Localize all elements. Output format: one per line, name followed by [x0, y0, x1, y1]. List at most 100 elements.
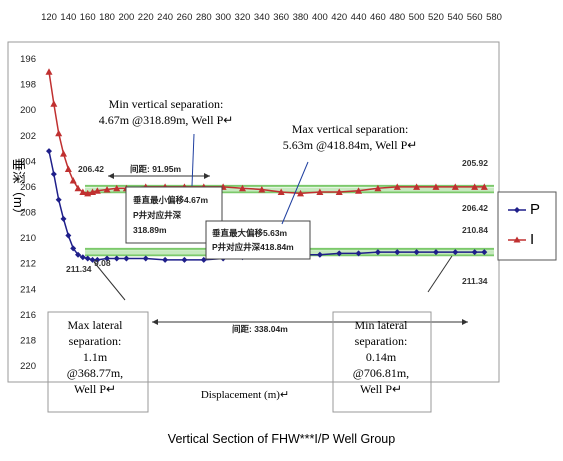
data-point-p — [104, 255, 111, 262]
data-point-p — [200, 256, 207, 263]
x-tick-label: 560 — [467, 12, 483, 23]
legend-frame — [497, 191, 557, 261]
y-tick-label: 198 — [20, 80, 36, 91]
x-tick-label: 420 — [331, 12, 347, 23]
data-point-p — [181, 256, 188, 263]
data-point-p — [50, 171, 57, 178]
dimension-label-top: 间距: 91.95m — [130, 164, 181, 174]
x-tick-label: 340 — [254, 12, 270, 23]
data-point-i — [55, 129, 63, 137]
x-tick-label: 260 — [177, 12, 193, 23]
y-tick-label: 200 — [20, 105, 36, 116]
data-point-i — [74, 184, 82, 192]
y-tick-labels: 196 198 200 202 204 206 208 210 212 214 216 218 220 — [20, 54, 36, 372]
x-tick-label: 320 — [235, 12, 251, 23]
data-point-i — [45, 68, 53, 75]
data-label: 206.42 — [78, 164, 104, 174]
callout-frame-left — [47, 311, 149, 413]
y-tick-label: 208 — [20, 208, 36, 219]
data-point-i — [64, 165, 72, 173]
y-tick-label: 210 — [20, 233, 36, 244]
data-label: 206.42 — [462, 203, 488, 213]
arrowhead — [108, 173, 114, 179]
data-point-p — [481, 249, 488, 256]
data-point-p — [316, 251, 323, 258]
y-axis-label: 垂深（m） — [11, 158, 26, 221]
data-point-p — [55, 196, 62, 203]
y-tick-label: 212 — [20, 259, 36, 270]
data-point-i — [93, 187, 101, 194]
y-tick-label: 218 — [20, 335, 36, 346]
y-tick-label: 214 — [20, 284, 36, 295]
data-point-i — [355, 187, 363, 194]
y-tick-label: 204 — [20, 156, 36, 167]
x-tick-labels: 120 140 160 180 200 220 240 260 280 300 320 340 360 3… — [41, 12, 502, 23]
x-tick-label: 460 — [370, 12, 386, 23]
data-point-p — [94, 256, 101, 263]
dimension-label-bottom: 间距: 338.04m — [232, 324, 288, 334]
data-point-p — [452, 249, 459, 256]
x-tick-label: 160 — [80, 12, 96, 23]
x-tick-label: 240 — [157, 12, 173, 23]
x-tick-label: 280 — [196, 12, 212, 23]
data-point-p — [84, 255, 91, 262]
callout-max-lateral: Max lateral separation: 1.1m @368.77m, W… — [66, 318, 124, 396]
data-point-i — [103, 185, 111, 193]
annotations: 205.92206.42206.42210.84211.34211.349.08… — [47, 133, 488, 413]
data-point-p — [413, 249, 420, 256]
arrowhead — [204, 173, 210, 179]
y-tick-label: 196 — [20, 54, 36, 65]
data-label: 210.84 — [462, 225, 488, 235]
callout-max-vertical: Max vertical separation: 5.63m @418.84m,… — [282, 122, 418, 152]
callout-pointer — [281, 161, 309, 225]
x-tick-label: 580 — [486, 12, 502, 23]
data-point-p — [374, 249, 381, 256]
legend-marker-i — [513, 236, 521, 243]
callout-pointer — [427, 255, 453, 293]
x-tick-label: 480 — [389, 12, 405, 23]
data-point-p — [336, 250, 343, 257]
data-point-i — [316, 188, 324, 196]
arrowhead — [152, 319, 158, 325]
annotation-box-text: P井对应井深418.84m — [212, 242, 294, 252]
data-point-i — [238, 184, 246, 192]
data-point-p — [162, 256, 169, 263]
data-point-i — [297, 189, 305, 197]
y-tick-label: 216 — [20, 310, 36, 321]
data-point-i — [79, 188, 87, 196]
callout-pointer — [93, 261, 126, 301]
legend-box — [497, 191, 557, 261]
x-tick-label: 500 — [409, 12, 425, 23]
data-label: 211.34 — [462, 276, 488, 286]
x-tick-label: 200 — [118, 12, 134, 23]
y-tick-label: 202 — [20, 131, 36, 142]
callout-frame-right — [332, 311, 432, 413]
callout-min-vertical: Min vertical separation: 4.67m @318.89m,… — [98, 97, 234, 127]
legend-label-i: I — [530, 231, 535, 248]
annotation-box-text: 垂直最小偏移4.67m — [133, 195, 209, 205]
data-point-p — [60, 215, 67, 222]
callout-min-lateral: Min lateral separation: 0.14m @706.81m, … — [352, 318, 410, 396]
data-label: 211.34 — [66, 264, 92, 274]
data-point-i — [393, 183, 401, 190]
data-point-p — [75, 251, 82, 258]
x-tick-label: 520 — [428, 12, 444, 23]
data-point-p — [65, 232, 72, 239]
data-point-p — [113, 255, 120, 262]
x-tick-label: 380 — [293, 12, 309, 23]
arrowhead — [462, 319, 468, 325]
x-tick-label: 440 — [351, 12, 367, 23]
callout-pointer — [191, 133, 195, 187]
x-tick-label: 220 — [138, 12, 154, 23]
data-point-i — [480, 183, 488, 190]
data-point-i — [113, 184, 121, 192]
legend-label-p: P — [530, 201, 541, 218]
data-point-i — [277, 188, 285, 196]
x-tick-label: 300 — [215, 12, 231, 23]
data-point-p — [123, 255, 130, 262]
data-point-i — [60, 150, 68, 157]
data-point-i — [471, 183, 479, 190]
data-point-p — [79, 254, 86, 261]
y-tick-label: 206 — [20, 182, 36, 193]
